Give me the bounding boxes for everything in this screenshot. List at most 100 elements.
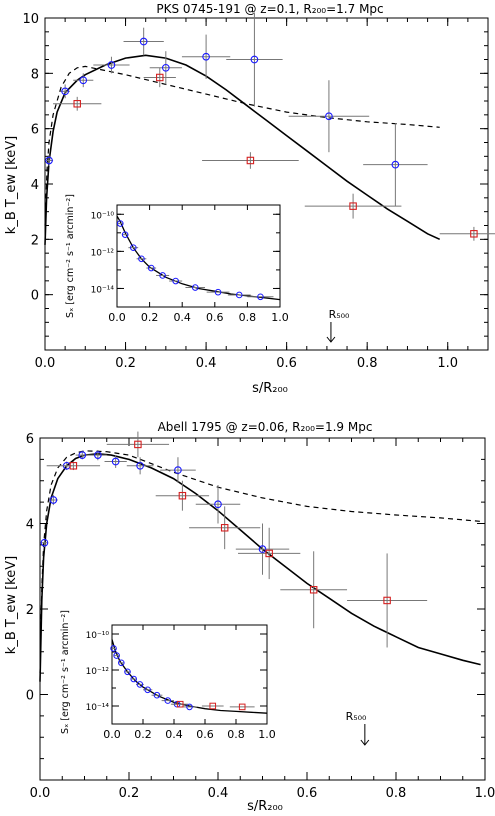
- panel1-data-point-circle: [391, 160, 400, 169]
- panel2-inset-x-tick-label: 0.6: [196, 728, 214, 741]
- panel1-x-tick-label: 0.6: [276, 356, 297, 371]
- panel2-data-point-circle: [78, 451, 87, 459]
- panel2-x-tick-label: 1.0: [475, 786, 495, 801]
- panel1-data-point-circle: [107, 61, 116, 69]
- panel1-y-tick-label: 6: [31, 123, 39, 138]
- panel2-model-solid-line: [39, 452, 481, 682]
- panel1-inset-x-tick-label: 0.0: [108, 311, 126, 324]
- panel1-inset-frame: [116, 204, 281, 308]
- panel1-y-axis-label: k_B T_ew [keV]: [4, 136, 19, 234]
- panel1-inset-data-point-circle: [121, 231, 129, 238]
- panel2-data-point-circle: [93, 451, 102, 459]
- panel2-data-point-circle: [174, 466, 182, 474]
- panel2-x-axis-label: s/R₂₀₀: [247, 799, 283, 814]
- panel1-inset-x-tick-label: 0.4: [173, 311, 191, 324]
- panel2-inset-x-tick-label: 0.8: [227, 728, 245, 741]
- panel2-data-point-circle: [136, 461, 144, 470]
- panel1-title: PKS 0745-191 @ z=0.1, R₂₀₀=1.7 Mpc: [156, 2, 383, 16]
- panel2-inset-data-point-circle: [130, 675, 137, 683]
- panel1-data-point-square: [349, 202, 357, 210]
- panel2-inset-data-point-circle: [144, 686, 151, 694]
- panel1-inset-data-point-circle: [257, 293, 264, 301]
- panel1-inset-data-point-circle: [172, 277, 179, 285]
- panel1-y-tick-label: 4: [31, 178, 39, 193]
- panel1-inset-y-tick-label: 10⁻¹⁰: [91, 211, 115, 221]
- panel2-data-point-circle: [40, 538, 49, 547]
- panel1-inset-data-point-circle: [138, 255, 145, 263]
- panel2-inset-data-point-circle: [164, 697, 172, 704]
- panel2-x-tick-label: 0.4: [208, 786, 229, 801]
- panel1-r500-arrow-head: [326, 336, 336, 343]
- panel1-inset-x-tick-label: 0.6: [206, 311, 224, 324]
- panel2-inset-data-point-square: [238, 703, 246, 711]
- panel2-inset-data-point-circle: [124, 668, 131, 676]
- panel1-x-tick-label: 1.0: [437, 356, 458, 371]
- panel2-data-point-square: [383, 596, 391, 605]
- panel1-data-point-circle: [325, 112, 333, 121]
- panel2-inset-data-point-square: [176, 700, 184, 708]
- panel2-data-point-circle: [258, 545, 267, 554]
- panel2-data-point-square: [178, 491, 187, 500]
- panel2-inset-x-tick-label: 1.0: [258, 728, 276, 741]
- panel2-r500-arrow-head: [360, 739, 370, 746]
- panel1-inset-data-point-circle: [214, 288, 222, 296]
- panel2-inset-frame: [111, 624, 268, 725]
- panel1-r500-label: R₅₀₀: [329, 308, 350, 321]
- panel1-inset-x-tick-label: 1.0: [271, 311, 289, 324]
- panel1-y-tick-label: 8: [31, 67, 39, 82]
- panel2-x-tick-label: 0.6: [297, 786, 318, 801]
- panel1-data-point-circle: [79, 76, 88, 85]
- panel2-y-tick-label: 4: [26, 518, 34, 533]
- panel2-inset-data-point-circle: [186, 703, 193, 711]
- panel1-model-solid-line: [44, 54, 441, 245]
- panel1-x-tick-label: 0.0: [35, 356, 56, 371]
- panel2-inset-data-point-circle: [113, 652, 120, 659]
- panel2-r500-label: R₅₀₀: [346, 710, 367, 723]
- panel2-data-point-square: [69, 462, 78, 470]
- panel1-data-point-square: [246, 156, 255, 165]
- panel1-data-point-circle: [61, 87, 69, 96]
- panel1-inset-data-point-circle: [130, 244, 137, 251]
- panel2-inset-y-tick-label: 10⁻¹⁴: [86, 703, 110, 713]
- panel2-data-point-circle: [111, 457, 120, 466]
- panel2-inset-x-tick-label: 0.0: [103, 728, 121, 741]
- panel2-data-point-circle: [49, 496, 58, 504]
- panel1-inset-x-tick-label: 0.8: [239, 311, 257, 324]
- panel2-x-tick-label: 0.2: [119, 786, 140, 801]
- panel2-y-tick-label: 2: [26, 603, 34, 618]
- panel1-inset-data-point-circle: [147, 264, 155, 272]
- panel1-data-point-square: [156, 73, 164, 82]
- panel2-inset-data-point-circle: [153, 691, 161, 699]
- panel1-x-tick-label: 0.2: [115, 356, 136, 371]
- panel2-data-point-square: [220, 524, 229, 532]
- panel2-inset-y-tick-label: 10⁻¹²: [86, 667, 110, 677]
- panel1-data-point-square: [73, 100, 81, 108]
- panel2-inset-y-label: Sₓ [erg cm⁻² s⁻¹ arcmin⁻²]: [60, 610, 71, 734]
- panel1-x-axis-label: s/R₂₀₀: [252, 381, 288, 396]
- panel2-data-point-square: [134, 440, 142, 449]
- panel1-model-dashed-line: [44, 65, 440, 226]
- panel2-y-axis-label: k_B T_ew [keV]: [4, 556, 19, 654]
- panel1-data-point-circle: [139, 37, 148, 46]
- panel2-inset-data-point-circle: [136, 681, 144, 688]
- panel1-y-tick-label: 2: [31, 233, 39, 248]
- panel2-y-tick-label: 0: [26, 689, 34, 704]
- panel2-x-tick-label: 0.8: [386, 786, 407, 801]
- panel2-inset-x-tick-label: 0.2: [134, 728, 152, 741]
- panel1-x-tick-label: 0.8: [357, 356, 378, 371]
- panel2-data-point-square: [309, 586, 318, 594]
- panel1-y-tick-label: 0: [31, 289, 39, 304]
- panel1-inset-y-tick-label: 10⁻¹²: [91, 248, 115, 258]
- panel1-inset-data-point-circle: [191, 284, 199, 291]
- panel2-data-point-circle: [214, 500, 222, 509]
- panel1-inset-data-point-circle: [116, 220, 124, 227]
- panel1-data-point-square: [470, 230, 478, 238]
- panel2-x-tick-label: 0.0: [30, 786, 51, 801]
- panel2-inset-data-point-square: [209, 702, 217, 710]
- panel2-data-point-square: [265, 549, 273, 558]
- panel1-inset-x-tick-label: 0.2: [141, 311, 159, 324]
- panel1-data-point-circle: [161, 63, 170, 72]
- panel1-inset-y-tick-label: 10⁻¹⁴: [91, 285, 115, 295]
- panel2-title: Abell 1795 @ z=0.06, R₂₀₀=1.9 Mpc: [158, 420, 373, 434]
- panel2-y-tick-label: 6: [26, 432, 34, 447]
